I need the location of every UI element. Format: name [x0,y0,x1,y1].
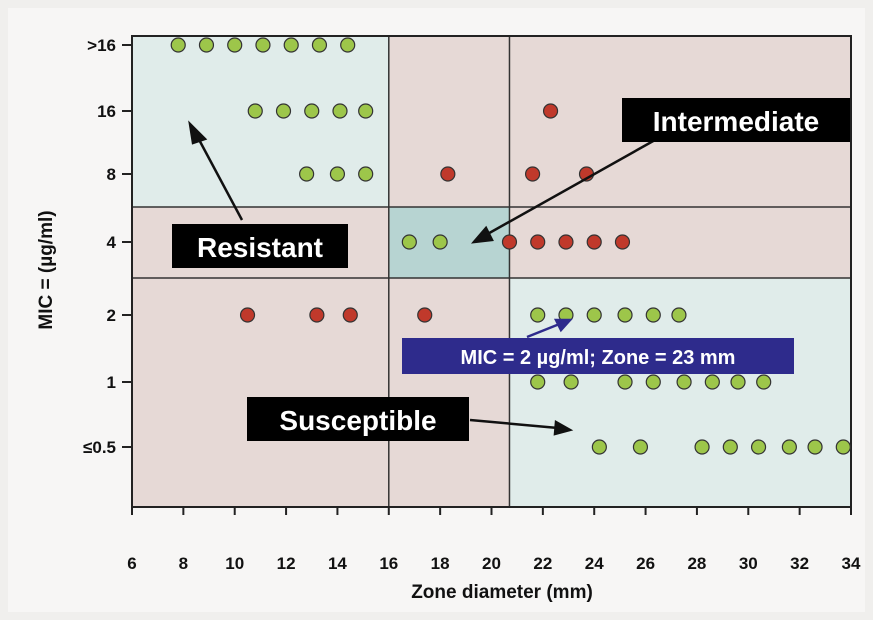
green-data-point [199,38,213,52]
red-data-point [241,308,255,322]
green-data-point [433,235,447,249]
x-tick-label: 24 [585,554,604,573]
intermediate-callout: Intermediate [622,98,850,142]
green-data-point [256,38,270,52]
green-data-point [705,375,719,389]
x-axis-label: Zone diameter (mm) [411,582,593,603]
green-data-point [723,440,737,454]
green-data-point [836,440,850,454]
green-data-point [695,440,709,454]
green-data-point [531,308,545,322]
x-tick-label: 10 [225,554,244,573]
green-data-point [592,440,606,454]
green-data-point [531,375,545,389]
x-tick-label: 6 [127,554,136,573]
red-data-point [441,167,455,181]
green-data-point [248,104,262,118]
y-tick-label: 4 [107,233,117,252]
x-tick-label: 8 [179,554,188,573]
x-tick-label: 30 [739,554,758,573]
green-data-point [677,375,691,389]
green-data-point [228,38,242,52]
green-data-point [359,167,373,181]
intermediate-callout-label: Intermediate [653,106,820,137]
red-data-point [343,308,357,322]
green-data-point [333,104,347,118]
x-tick-label: 16 [379,554,398,573]
green-data-point [564,375,578,389]
green-data-point [646,308,660,322]
green-data-point [633,440,647,454]
green-data-point [752,440,766,454]
red-data-point [559,235,573,249]
red-data-point [526,167,540,181]
x-tick-label: 22 [533,554,552,573]
resistant-callout-label: Resistant [197,232,323,263]
green-data-point [646,375,660,389]
y-tick-label: 1 [107,373,116,392]
red-data-point [544,104,558,118]
red-data-point [615,235,629,249]
green-data-point [277,104,291,118]
resistant-callout: Resistant [172,224,348,268]
y-tick-label: 8 [107,165,116,184]
annotation-callout-label: MIC = 2 µg/ml; Zone = 23 mm [461,347,736,369]
green-data-point [672,308,686,322]
green-data-point [341,38,355,52]
resistant-region [132,36,389,207]
x-tick-label: 32 [790,554,809,573]
green-data-point [305,104,319,118]
annotation-callout: MIC = 2 µg/ml; Zone = 23 mm [402,338,794,374]
susceptible-callout-label: Susceptible [279,405,436,436]
green-data-point [757,375,771,389]
green-data-point [618,375,632,389]
susceptible-callout: Susceptible [247,397,469,441]
red-data-point [502,235,516,249]
y-tick-label: 16 [97,102,116,121]
red-data-point [531,235,545,249]
green-data-point [312,38,326,52]
green-data-point [782,440,796,454]
y-axis-label: MIC = (µg/ml) [36,210,57,329]
x-tick-label: 28 [687,554,706,573]
red-data-point [587,235,601,249]
green-data-point [402,235,416,249]
y-tick-label: 2 [107,306,116,325]
green-data-point [330,167,344,181]
green-data-point [300,167,314,181]
y-tick-label: >16 [87,36,116,55]
green-data-point [808,440,822,454]
green-data-point [618,308,632,322]
red-data-point [310,308,324,322]
x-tick-label: 34 [842,554,861,573]
green-data-point [171,38,185,52]
green-data-point [587,308,601,322]
green-data-point [731,375,745,389]
x-tick-label: 20 [482,554,501,573]
green-data-point [359,104,373,118]
green-data-point [284,38,298,52]
x-tick-label: 14 [328,554,347,573]
x-tick-label: 26 [636,554,655,573]
y-tick-label: ≤0.5 [83,438,116,457]
x-tick-label: 12 [277,554,296,573]
x-tick-label: 18 [431,554,450,573]
red-data-point [418,308,432,322]
